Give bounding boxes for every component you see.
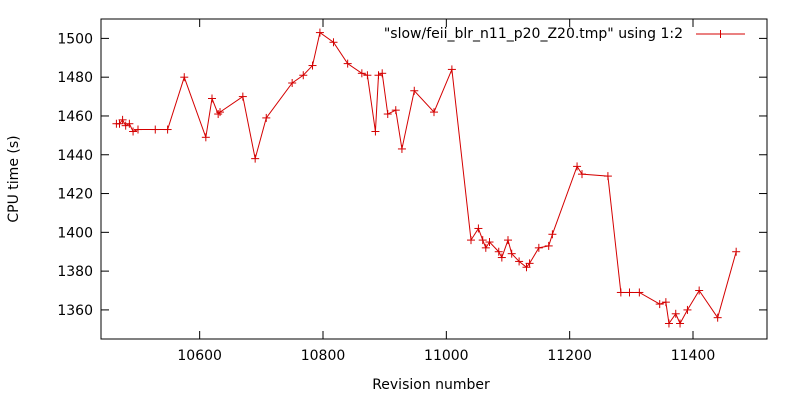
plot-frame xyxy=(100,18,768,340)
data-point-marker xyxy=(671,309,680,318)
data-point-marker xyxy=(683,305,692,314)
data-point-marker xyxy=(676,319,685,328)
data-point-marker xyxy=(378,69,387,78)
data-point-marker xyxy=(544,241,553,250)
data-point-marker xyxy=(548,230,557,239)
x-tick-label: 11200 xyxy=(547,348,592,364)
data-point-marker xyxy=(118,115,127,124)
y-tick-label: 1380 xyxy=(57,264,93,280)
x-axis: 10600 10800 11000 11200 11400 xyxy=(177,19,715,364)
data-point-marker xyxy=(494,247,503,256)
data-point-marker xyxy=(655,300,664,309)
series-line xyxy=(116,31,737,325)
data-point-marker xyxy=(391,106,400,115)
data-point-marker xyxy=(504,236,512,245)
data-point-marker xyxy=(713,313,722,322)
data-point-marker xyxy=(208,94,216,103)
data-point-marker xyxy=(180,73,189,82)
data-point-marker xyxy=(374,71,383,80)
data-point-marker xyxy=(371,127,380,136)
x-tick-label: 11000 xyxy=(424,348,469,364)
y-tick-label: 1460 xyxy=(57,109,93,125)
data-point-marker xyxy=(732,247,741,256)
y-axis-label: CPU time (s) xyxy=(6,135,22,222)
data-point-marker xyxy=(329,38,338,47)
y-axis: 1360 1380 1400 1420 1440 1460 1480 1500 xyxy=(57,31,767,319)
data-point-marker xyxy=(474,224,483,233)
data-point-marker xyxy=(515,257,524,266)
data-point-marker xyxy=(430,108,438,117)
plot-layer xyxy=(112,28,741,328)
data-point-marker xyxy=(201,133,210,142)
y-tick-label: 1400 xyxy=(57,225,93,241)
data-point-marker xyxy=(410,86,419,95)
data-point-marker xyxy=(383,110,392,119)
data-point-marker xyxy=(121,121,130,130)
data-point-marker xyxy=(625,288,634,297)
data-point-marker xyxy=(695,286,704,295)
legend: "slow/feii_blr_n11_p20_Z20.tmp" using 1:… xyxy=(384,26,745,42)
y-tick-label: 1500 xyxy=(57,31,93,47)
data-point-marker xyxy=(151,125,160,134)
data-point-marker xyxy=(357,69,366,78)
data-point-marker xyxy=(238,92,247,101)
x-tick-label: 10600 xyxy=(177,348,222,364)
x-axis-label: Revision number xyxy=(372,377,490,393)
data-point-marker xyxy=(578,170,586,179)
data-point-marker xyxy=(343,59,352,68)
data-point-marker xyxy=(635,288,644,297)
data-point-marker xyxy=(603,172,612,181)
data-point-marker xyxy=(525,259,534,268)
x-tick-label: 11400 xyxy=(671,348,716,364)
data-point-marker xyxy=(447,65,456,74)
y-tick-label: 1420 xyxy=(57,187,93,203)
data-point-marker xyxy=(481,243,490,252)
data-point-marker xyxy=(308,61,317,70)
data-point-marker xyxy=(216,108,225,117)
data-point-marker xyxy=(363,71,372,80)
y-tick-label: 1360 xyxy=(57,303,93,319)
y-tick-label: 1480 xyxy=(57,70,93,86)
data-point-marker xyxy=(214,110,223,119)
data-point-marker xyxy=(467,236,475,245)
data-point-marker xyxy=(485,238,494,247)
data-point-marker xyxy=(134,125,142,134)
data-point-marker xyxy=(125,119,134,128)
data-point-marker xyxy=(661,298,670,307)
data-point-marker xyxy=(534,243,543,252)
data-point-marker xyxy=(397,144,406,153)
data-point-marker xyxy=(315,28,324,37)
data-point-marker xyxy=(616,288,625,297)
data-point-marker xyxy=(664,319,673,328)
data-point-marker xyxy=(288,79,297,87)
y-tick-label: 1440 xyxy=(57,148,93,164)
data-point-marker xyxy=(299,71,308,80)
legend-label: "slow/feii_blr_n11_p20_Z20.tmp" using 1:… xyxy=(384,26,683,42)
data-point-marker xyxy=(251,154,260,163)
data-point-marker xyxy=(573,162,582,171)
data-point-marker xyxy=(262,113,271,122)
data-point-marker xyxy=(478,236,487,245)
data-point-marker xyxy=(129,127,138,136)
x-tick-label: 10800 xyxy=(301,348,346,364)
data-point-marker xyxy=(497,253,506,262)
data-point-marker xyxy=(507,249,516,258)
data-point-marker xyxy=(163,125,172,134)
